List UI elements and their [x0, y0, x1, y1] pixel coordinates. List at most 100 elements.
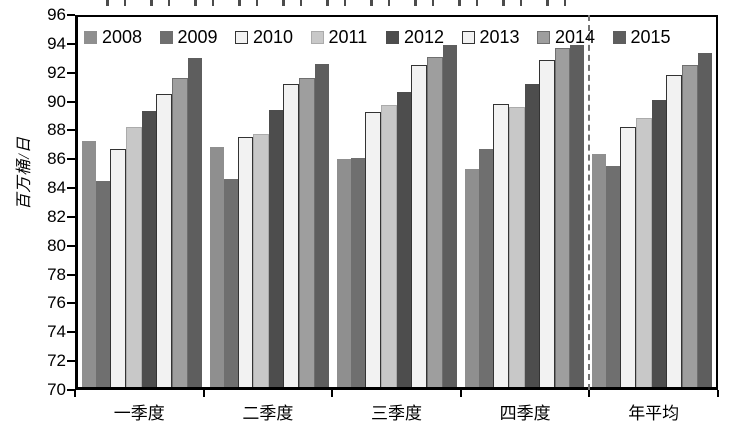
bar-2011-一季度	[125, 126, 142, 387]
category-label-一季度: 一季度	[113, 404, 165, 423]
legend-label-2009: 2009	[177, 26, 218, 47]
bar-2014-一季度	[171, 78, 188, 387]
bar-2014-二季度	[299, 78, 316, 387]
bar-2013-二季度	[283, 83, 300, 387]
y-tick-mark	[67, 42, 75, 45]
y-tick-label: 90	[47, 91, 66, 111]
legend-item-2015: 2015	[612, 26, 671, 47]
category-label-二季度: 二季度	[242, 404, 294, 423]
bar-2011-四季度	[508, 106, 525, 387]
bar-2011-年平均	[636, 118, 653, 387]
bar-2014-年平均	[682, 65, 699, 387]
legend-item-2008: 2008	[84, 26, 143, 47]
annual-average-separator-line	[588, 15, 591, 390]
y-tick-label: 94	[47, 33, 66, 53]
plot-area	[75, 15, 718, 390]
bar-2010-二季度	[237, 136, 254, 387]
legend-swatch-2014	[537, 30, 550, 44]
y-tick-mark	[67, 100, 75, 103]
x-axis-tick	[74, 390, 76, 397]
bar-2012-一季度	[141, 110, 156, 387]
bar-2010-一季度	[109, 149, 126, 387]
bar-2009-四季度	[478, 149, 493, 387]
y-tick-label: 70	[47, 380, 66, 399]
legend-label-2008: 2008	[102, 26, 143, 47]
y-tick-mark	[67, 360, 75, 363]
bar-2010-三季度	[365, 112, 382, 387]
y-tick-label: 82	[47, 206, 66, 226]
y-tick-label: 84	[47, 178, 66, 198]
y-tick-mark	[67, 389, 75, 391]
bar-2009-一季度	[95, 180, 110, 387]
legend-item-2014: 2014	[537, 26, 596, 47]
y-tick-mark	[67, 302, 75, 305]
x-axis-tick	[459, 390, 462, 397]
x-axis-tick	[717, 390, 719, 397]
legend-swatch-2008	[84, 30, 97, 44]
legend-label-2013: 2013	[479, 26, 520, 47]
y-tick-mark	[67, 331, 75, 334]
y-tick-label: 74	[47, 322, 66, 342]
bar-group-一季度	[78, 17, 206, 387]
bar-group-四季度	[461, 17, 589, 387]
y-tick-mark	[67, 158, 75, 161]
legend-item-2011: 2011	[310, 26, 368, 47]
bar-2011-三季度	[381, 105, 397, 387]
legend-item-2010: 2010	[235, 26, 294, 47]
bar-2015-三季度	[442, 45, 457, 387]
bar-2010-四季度	[492, 103, 509, 387]
x-axis-tick	[331, 390, 334, 397]
legend-label-2014: 2014	[555, 26, 596, 47]
y-tick-mark	[67, 187, 75, 190]
bar-2011-二季度	[253, 133, 270, 387]
legend-item-2009: 2009	[159, 26, 218, 47]
y-tick-label: 92	[47, 62, 66, 82]
x-axis-tick	[588, 390, 591, 397]
legend-label-2010: 2010	[253, 26, 294, 47]
legend-item-2012: 2012	[386, 26, 445, 47]
bar-2009-二季度	[223, 179, 238, 387]
bar-group-年平均	[588, 17, 716, 387]
category-label-年平均: 年平均	[628, 404, 680, 423]
bar-2009-三季度	[351, 157, 366, 387]
bar-2013-三季度	[410, 65, 427, 387]
y-tick-mark	[67, 244, 75, 247]
clipped-title-strip	[95, 0, 575, 6]
y-tick-label: 96	[47, 5, 66, 24]
bar-2014-三季度	[426, 56, 443, 387]
legend-swatch-2011	[310, 30, 324, 44]
y-tick-label: 72	[47, 351, 66, 371]
bar-2008-四季度	[464, 169, 479, 387]
legend-swatch-2013	[461, 30, 475, 44]
legend-label-2015: 2015	[630, 26, 671, 47]
bar-2015-年平均	[698, 52, 712, 387]
bar-2012-二季度	[269, 109, 284, 387]
category-label-三季度: 三季度	[371, 404, 422, 423]
legend-swatch-2015	[612, 30, 626, 44]
y-tick-label: 86	[47, 149, 66, 169]
bar-2009-年平均	[606, 166, 621, 387]
y-tick-label: 76	[47, 293, 66, 313]
bar-2008-年平均	[592, 153, 607, 387]
y-tick-mark	[67, 71, 75, 74]
y-tick-label: 88	[47, 120, 66, 140]
bar-2013-一季度	[155, 93, 172, 387]
bar-2015-四季度	[570, 45, 585, 387]
bar-groups	[78, 17, 716, 387]
bar-2008-一季度	[82, 140, 96, 387]
category-label-四季度: 四季度	[499, 404, 551, 423]
bar-2015-二季度	[315, 63, 330, 387]
legend-swatch-2009	[159, 30, 173, 44]
bar-2013-四季度	[538, 59, 555, 387]
legend-label-2012: 2012	[404, 26, 445, 47]
bar-2010-年平均	[620, 126, 637, 387]
x-axis-tick	[202, 390, 205, 397]
legend-swatch-2010	[235, 30, 248, 44]
legend-label-2011: 2011	[328, 26, 368, 47]
y-tick-mark	[67, 14, 75, 16]
legend-item-2013: 2013	[461, 26, 520, 47]
y-tick-mark	[67, 273, 75, 276]
y-tick-mark	[67, 129, 75, 132]
y-tick-label: 80	[47, 235, 66, 255]
bar-2008-三季度	[337, 159, 352, 387]
